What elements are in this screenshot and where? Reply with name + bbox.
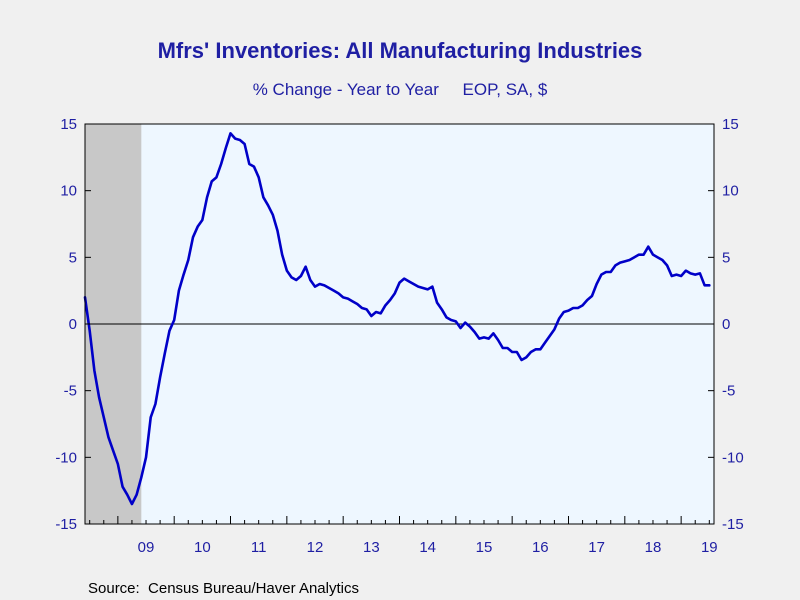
chart-title: Mfrs' Inventories: All Manufacturing Ind… [158, 38, 643, 63]
source-note: Source: Census Bureau/Haver Analytics [88, 580, 359, 597]
y-tick-label-left: -10 [55, 449, 77, 466]
x-tick-label: 13 [363, 539, 380, 556]
x-tick-label: 14 [419, 539, 436, 556]
y-tick-label-left: -15 [55, 516, 77, 533]
x-tick-label: 15 [476, 539, 493, 556]
x-tick-label: 18 [645, 539, 662, 556]
y-tick-label-right: -5 [722, 383, 735, 400]
y-tick-label-right: 10 [722, 183, 739, 200]
y-tick-label-right: -15 [722, 516, 744, 533]
x-tick-label: 17 [588, 539, 605, 556]
x-tick-label: 11 [251, 539, 267, 556]
y-tick-label-left: 10 [60, 183, 77, 200]
y-tick-label-right: 0 [722, 316, 730, 333]
x-tick-label: 09 [138, 539, 155, 556]
y-tick-label-left: 5 [69, 249, 77, 266]
series-layer [83, 132, 711, 506]
x-tick-label: 12 [307, 539, 324, 556]
y-tick-label-right: 5 [722, 249, 730, 266]
x-tick-label: 10 [194, 539, 211, 556]
y-tick-label-right: -10 [722, 449, 744, 466]
y-tick-label-right: 15 [722, 116, 739, 133]
y-tick-label-left: 15 [60, 116, 77, 133]
series-line-0 [83, 132, 711, 506]
x-tick-label: 16 [532, 539, 549, 556]
chart-subtitle: % Change - Year to Year EOP, SA, $ [253, 80, 548, 99]
y-tick-label-left: -5 [64, 383, 77, 400]
y-tick-label-left: 0 [69, 316, 77, 333]
axis-layer: 15 15 10 10 5 5 0 0 -5 -5 -10 -10 -15 -15 09 10 11 12 13 14… [55, 116, 743, 556]
x-tick-label: 19 [701, 539, 718, 556]
